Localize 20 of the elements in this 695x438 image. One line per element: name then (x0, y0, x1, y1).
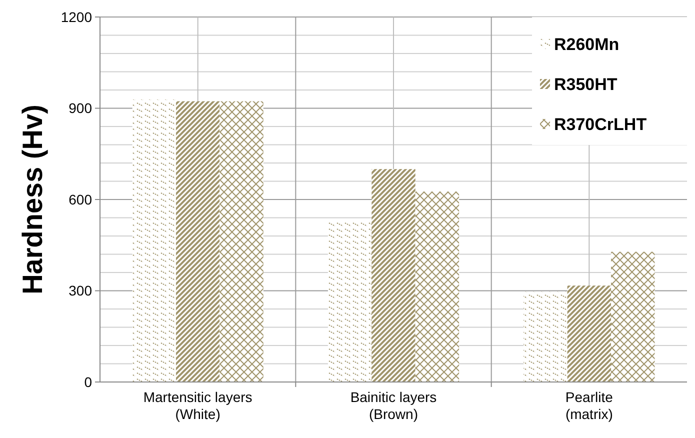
legend-label: R370CrLHT (554, 114, 648, 134)
bar (328, 220, 372, 382)
y-tick-label: 0 (84, 374, 92, 390)
y-tick-label: 900 (68, 100, 92, 116)
bar (415, 192, 460, 382)
bar (524, 292, 568, 382)
bar (220, 101, 264, 382)
x-tick-label: Martensitic layers (White) (143, 389, 252, 422)
bar (372, 169, 416, 382)
legend-label: R260Mn (554, 34, 620, 54)
x-tick-label: Pearlite (matrix) (565, 389, 614, 422)
y-tick-label: 1200 (60, 8, 92, 25)
bar (611, 252, 655, 382)
y-tick-label: 600 (68, 191, 92, 208)
x-tick-label: Bainitic layers (Brown) (350, 389, 437, 422)
y-tick-label: 300 (68, 282, 92, 299)
y-axis-title: Hardness (Hv) (17, 104, 48, 294)
bar (567, 286, 612, 382)
bar (176, 101, 220, 382)
legend-label: R350HT (554, 74, 618, 94)
